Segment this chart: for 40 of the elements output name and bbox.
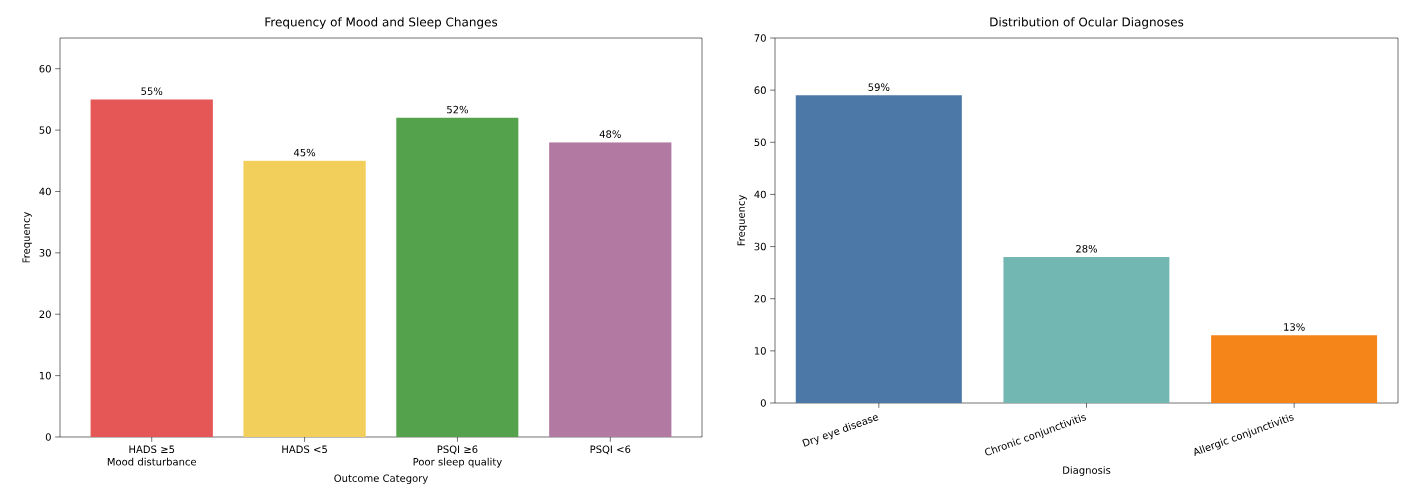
bar bbox=[549, 142, 672, 437]
x-tick-label: HADS ≥5 Mood disturbance bbox=[107, 445, 197, 466]
y-tick-label: 70 bbox=[754, 34, 766, 42]
y-tick-label: 30 bbox=[39, 249, 51, 257]
data-label: 48% bbox=[599, 130, 621, 138]
data-label: 59% bbox=[868, 83, 890, 91]
bar bbox=[795, 95, 962, 403]
y-tick-label: 0 bbox=[760, 399, 766, 407]
bar bbox=[90, 99, 213, 437]
x-tick-label: HADS <5 bbox=[282, 445, 327, 454]
bar bbox=[396, 117, 519, 437]
y-tick-label: 10 bbox=[754, 347, 766, 355]
bar bbox=[1211, 335, 1378, 403]
y-tick-label: 0 bbox=[45, 433, 51, 441]
bar bbox=[243, 160, 366, 437]
x-tick-label: PSQI <6 bbox=[590, 445, 631, 455]
data-label: 55% bbox=[141, 87, 163, 95]
data-label: 52% bbox=[447, 105, 468, 114]
y-tick-label: 60 bbox=[39, 64, 51, 73]
data-label: 45% bbox=[293, 148, 316, 157]
y-tick-label: 40 bbox=[39, 187, 51, 196]
y-tick-label: 20 bbox=[754, 294, 766, 303]
y-tick-label: 60 bbox=[754, 86, 766, 94]
x-axis-title: Diagnosis bbox=[1063, 466, 1111, 476]
y-axis-title: Frequency bbox=[22, 211, 32, 263]
x-tick-label: Dry eye disease bbox=[802, 415, 879, 447]
chart-title: Distribution of Ocular Diagnoses bbox=[990, 17, 1184, 29]
bar bbox=[1003, 257, 1170, 403]
y-axis-title: Frequency bbox=[737, 194, 747, 246]
x-tick-label: PSQI ≥6 Poor sleep quality bbox=[413, 445, 502, 468]
data-label: 28% bbox=[1076, 244, 1098, 253]
y-tick-label: 40 bbox=[754, 190, 766, 199]
y-tick-label: 10 bbox=[39, 371, 51, 380]
x-axis-title: Outcome Category bbox=[334, 474, 428, 484]
y-tick-label: 50 bbox=[754, 138, 766, 147]
chart-title: Frequency of Mood and Sleep Changes bbox=[265, 17, 498, 29]
data-label: 13% bbox=[1284, 323, 1305, 331]
y-tick-label: 30 bbox=[754, 242, 766, 251]
y-tick-label: 20 bbox=[39, 310, 51, 319]
y-tick-label: 50 bbox=[39, 126, 51, 134]
